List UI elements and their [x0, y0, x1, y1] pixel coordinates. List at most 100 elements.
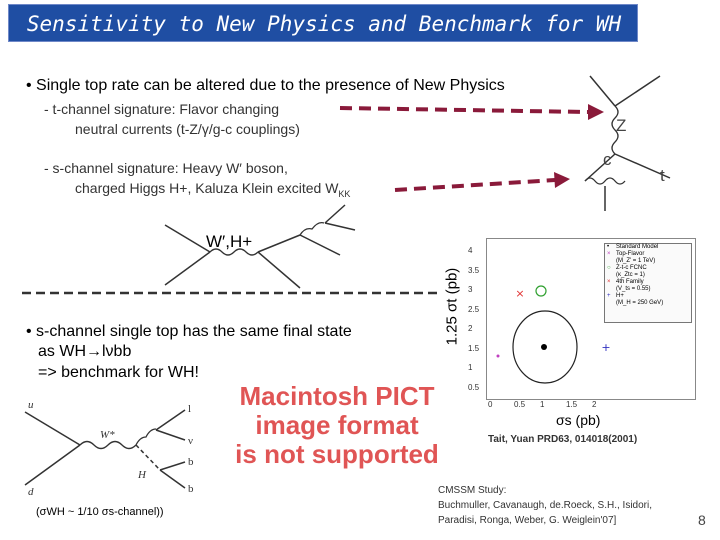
legend-label: (κ_Ztc = 1) — [616, 272, 645, 278]
s-channel-q — [164, 224, 211, 253]
legend-marker: ○ — [607, 265, 611, 271]
legend-label: (M_Z' = 1 TeV) — [616, 258, 656, 264]
sm-point — [541, 344, 547, 350]
fourth-family-point: × — [515, 287, 524, 300]
z-boson-line — [611, 105, 619, 155]
x-tick-label: 2 — [592, 400, 597, 409]
wh-bbar-line — [159, 469, 186, 489]
legend-entry: (κ_Ztc = 1) — [605, 272, 691, 279]
y-tick-label: 0.5 — [468, 382, 480, 392]
x-ticks: 0 0.5 1 1.5 2 — [486, 400, 696, 412]
cmssm-line1: CMSSM Study: — [438, 485, 507, 496]
bullet-main: • Single top rate can be altered due to … — [26, 77, 505, 94]
svg-text:H: H — [137, 469, 147, 481]
svg-text:l: l — [188, 403, 191, 415]
pict-line2: image format — [255, 410, 419, 440]
legend-entry: × Top-Flavor — [605, 251, 691, 258]
wh-feynman-diagram: u d W* H l ν b b — [24, 399, 194, 498]
y-tick-label: 4 — [468, 246, 473, 255]
fcnc-quark-out — [614, 75, 661, 107]
legend-entry: (V_ts = 0.55) — [605, 286, 691, 293]
c-label: c — [603, 150, 612, 169]
plot-ylabel-wrap: 1.25 σt (pb) — [437, 240, 467, 380]
wh-nu-line — [155, 429, 186, 441]
svg-text:b: b — [188, 456, 194, 468]
svg-text:W*: W* — [100, 429, 115, 441]
plot-citation: Tait, Yuan PRD63, 014018(2001) — [488, 434, 638, 445]
y-tick-label: 1.5 — [468, 343, 480, 353]
legend-marker: + — [607, 293, 611, 299]
neutrino-line — [324, 222, 356, 231]
z-label: Z — [616, 116, 627, 135]
y-tick-label: 3 — [468, 285, 473, 294]
y-tick-label: 2.5 — [468, 304, 480, 314]
cmssm-line3: Paradisi, Ronga, Weber, G. Weiglein'07] — [438, 515, 617, 526]
fcnc-quark-in — [589, 75, 616, 107]
cmssm-line2: Buchmuller, Cavanaugh, de.Roeck, S.H., I… — [438, 500, 652, 511]
wh-u-line — [24, 411, 81, 446]
wprime-h-label: W′,H+ — [206, 232, 253, 251]
plot-xlabel: σs (pb) — [556, 412, 601, 428]
x-tick-label: 1.5 — [566, 400, 578, 409]
legend-entry: • Standard Model — [605, 244, 691, 251]
page-number: 8 — [698, 512, 706, 528]
s-channel-feynman-diagram — [164, 204, 356, 289]
fcnc-c-line — [584, 153, 616, 182]
pict-unsupported-message: Macintosh PICT image format is not suppo… — [232, 382, 442, 469]
y-tick-label: 2 — [468, 324, 473, 333]
top-flavor-point — [496, 354, 500, 358]
x-tick-label: 0.5 — [514, 400, 526, 409]
wh-w-propagator — [79, 440, 137, 450]
legend-label: H+ — [616, 293, 624, 299]
sigma-wh-note: (σWH ~ 1/10 σs-channel)) — [36, 506, 164, 518]
x-tick-label: 0 — [488, 400, 493, 409]
t-channel-line1: - t-channel signature: Flavor changing — [44, 101, 280, 117]
s-channel-t — [257, 234, 301, 253]
s-channel-line1: - s-channel signature: Heavy W′ boson, — [44, 160, 288, 176]
legend-entry: + H+ — [605, 293, 691, 300]
charged-higgs-point: + — [601, 341, 610, 354]
legend-label: 4th Family — [616, 279, 644, 285]
svg-text:ν: ν — [188, 435, 193, 447]
s-channel-b — [257, 251, 301, 289]
plot-svg: × + — [496, 285, 611, 384]
wh-b-line — [159, 461, 186, 471]
wh-w-out — [135, 428, 157, 446]
wh-higgs-line — [135, 444, 161, 471]
legend-label: Z-t-c FCNC — [616, 265, 647, 271]
legend-label: (V_ts = 0.55) — [616, 286, 651, 292]
legend-label: (M_H = 250 GeV) — [616, 300, 664, 306]
wh-l-line — [155, 409, 186, 431]
t-label: t — [660, 166, 665, 185]
legend-entry: (M_Z' = 1 TeV) — [605, 258, 691, 265]
legend-entry: × 4th Family — [605, 279, 691, 286]
s-channel-arrow-head — [554, 172, 570, 188]
pict-line3: is not supported — [235, 439, 439, 469]
wh-bullet-line2: as WH→lνbb — [38, 343, 132, 360]
s-channel-line2: charged Higgs H+, Kaluza Klein excited W… — [75, 180, 351, 199]
svg-text:d: d — [28, 486, 34, 498]
legend-entry: ○ Z-t-c FCNC — [605, 265, 691, 272]
legend-marker: × — [607, 251, 611, 257]
s-channel-qbar — [164, 251, 211, 286]
sm-ellipse — [512, 310, 578, 384]
plot-legend: • Standard Model × Top-Flavor (M_Z' = 1 TeV)… — [604, 243, 692, 323]
legend-marker: × — [607, 279, 611, 285]
wh-bullet-line1: • s-channel single top has the same fina… — [26, 323, 352, 340]
legend-label: Standard Model — [616, 244, 659, 250]
y-tick-label: 1 — [468, 363, 473, 372]
w-prime-propagator — [209, 248, 259, 256]
svg-text:b: b — [188, 483, 194, 495]
kk-subscript: KK — [338, 188, 351, 199]
wh-bullet-line3: => benchmark for WH! — [38, 364, 199, 381]
t-channel-line2: neutral currents (t-Z/γ/g-c couplings) — [75, 121, 300, 137]
fcnc-point — [535, 285, 547, 297]
s-channel-arrow — [394, 178, 556, 192]
pict-line1: Macintosh PICT — [239, 381, 435, 411]
legend-marker: • — [607, 244, 610, 250]
t-channel-arrow — [339, 106, 589, 114]
gluon-line — [584, 177, 626, 185]
legend-entry: (M_H = 250 GeV) — [605, 300, 691, 307]
fcnc-t-line — [614, 153, 671, 179]
